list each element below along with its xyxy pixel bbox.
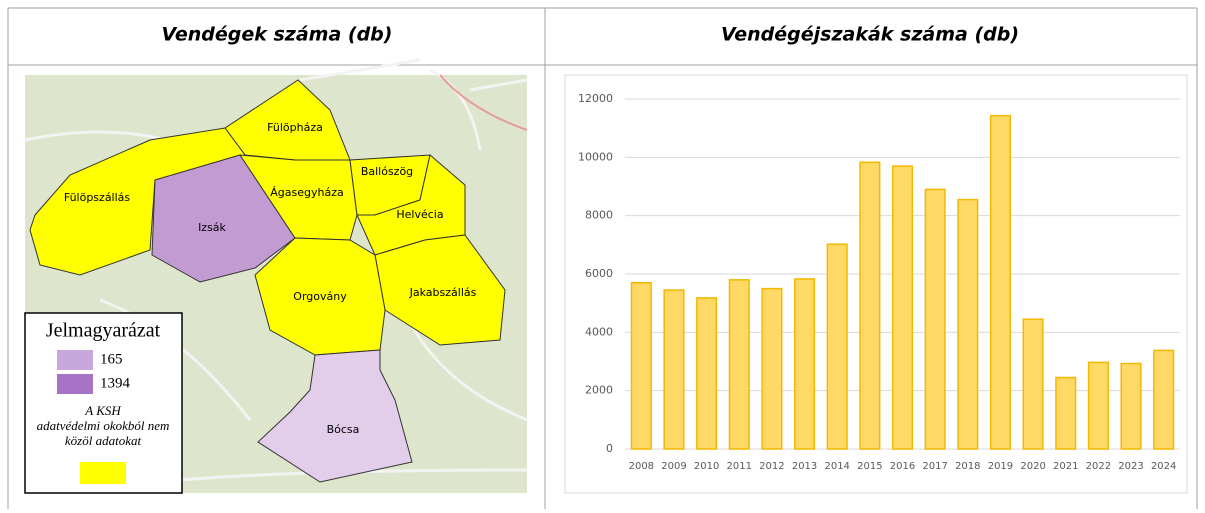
bar [1022, 318, 1044, 450]
x-tick-label: 2013 [792, 461, 817, 472]
bar [826, 243, 848, 450]
legend-note: A KSH adatvédelmi okokból nem közöl adatok… [37, 403, 170, 448]
bar [1120, 362, 1142, 450]
column-header: Vendégéjszakák száma (db) [721, 24, 1019, 46]
bar [761, 287, 783, 450]
x-tick-label: 2024 [1151, 461, 1176, 472]
region-label: Ágasegyháza [270, 186, 343, 199]
region-label: Fülöpszállás [64, 191, 131, 204]
bar [663, 289, 685, 450]
region-label: Helvécia [396, 208, 443, 221]
map-region [257, 349, 413, 483]
legend-swatch [57, 350, 93, 370]
x-tick-label: 2008 [629, 461, 654, 472]
x-tick-label: 2016 [890, 461, 915, 472]
x-tick-label: 2021 [1053, 461, 1078, 472]
x-tick-label: 2011 [727, 461, 752, 472]
region-label: Jakabszállás [409, 286, 477, 299]
bar [1055, 376, 1077, 450]
column-header: Vendégek száma (db) [162, 24, 393, 46]
x-tick-label: 2012 [759, 461, 784, 472]
table-frame [7, 7, 1198, 509]
bar [696, 297, 718, 450]
bar [924, 188, 946, 450]
legend-swatch [57, 374, 93, 394]
legend-title: Jelmagyarázat [46, 320, 161, 342]
x-tick-label: 2010 [694, 461, 719, 472]
bar [989, 114, 1011, 450]
chart: 0 2000 4000 6000 8000 10000 12000 2008 2009 2010 2… [578, 92, 1180, 472]
legend-swatch [80, 462, 126, 484]
y-tick-label: 6000 [585, 267, 613, 280]
y-tick-label: 8000 [585, 209, 613, 222]
y-tick-label: 4000 [585, 325, 613, 338]
x-tick-label: 2014 [824, 461, 849, 472]
x-tick-label: 2023 [1118, 461, 1143, 472]
bar [859, 161, 881, 450]
region-label: Ballószög [361, 165, 413, 178]
bar [794, 278, 816, 450]
legend-label: 1394 [100, 375, 131, 391]
legend-label: 165 [100, 351, 123, 367]
y-tick-label: 10000 [578, 150, 613, 163]
x-tick-label: 2015 [857, 461, 882, 472]
road [439, 74, 528, 131]
x-tick-label: 2020 [1020, 461, 1045, 472]
x-tick-label: 2017 [922, 461, 947, 472]
region-label: Fülöpháza [267, 121, 323, 134]
x-tick-label: 2009 [661, 461, 686, 472]
bar [891, 165, 914, 450]
region-label: Izsák [198, 221, 226, 234]
bar [630, 282, 652, 450]
x-tick-label: 2019 [988, 461, 1013, 472]
bar [1153, 349, 1175, 450]
x-tick-label: 2022 [1086, 461, 1111, 472]
region-label: Bócsa [327, 423, 360, 436]
bar [1087, 361, 1109, 450]
region-label: Orgovány [293, 290, 347, 303]
y-tick-label: 2000 [585, 384, 613, 397]
y-tick-label: 0 [606, 442, 613, 455]
y-tick-label: 12000 [578, 92, 613, 105]
x-tick-label: 2018 [955, 461, 980, 472]
map: Fülöpháza Fülöpszállás Izsák Ágasegyháza Bal… [24, 58, 528, 494]
bar [957, 198, 979, 450]
bar [728, 279, 750, 450]
